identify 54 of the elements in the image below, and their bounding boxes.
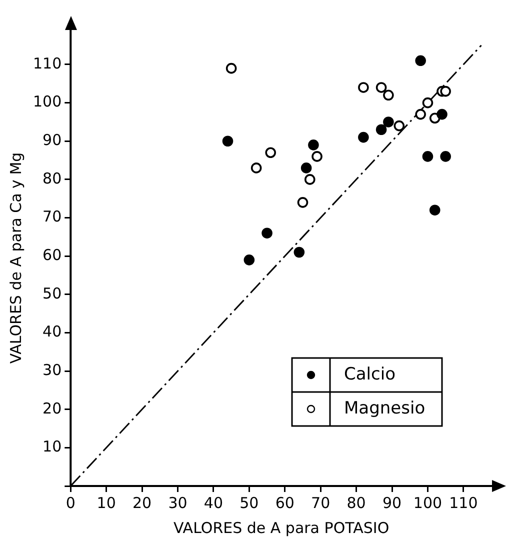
point: [262, 228, 272, 238]
point: [312, 151, 322, 162]
point: [394, 120, 405, 132]
x-tick-label: 40: [204, 494, 224, 512]
point: [304, 174, 316, 185]
x-tick-label: 110: [449, 494, 478, 512]
point: [358, 132, 369, 143]
point: [415, 108, 426, 120]
point: [300, 162, 312, 174]
legend-label: Magnesio: [344, 398, 426, 418]
point: [383, 116, 394, 128]
x-tick-label: 90: [382, 494, 402, 512]
y-tick-label: 10: [42, 438, 62, 456]
y-tick-label: 60: [42, 246, 62, 264]
x-tick-label: 30: [168, 494, 188, 512]
point: [422, 151, 434, 162]
point: [422, 97, 434, 108]
y-axis-title: VALORES de A para Ca y Mg: [6, 152, 25, 364]
y-tick-label: 50: [42, 284, 62, 302]
point: [383, 90, 394, 101]
point: [250, 162, 262, 174]
point: [222, 136, 234, 147]
point: [440, 86, 451, 97]
y-tick-label: 110: [32, 54, 62, 72]
y-tick-label: 30: [42, 360, 62, 379]
x-axis-title: VALORES de A para POTASIO: [173, 518, 390, 537]
x-tick-label: 70: [311, 494, 330, 512]
x-tick-label: 20: [132, 494, 152, 512]
legend-label: Calcio: [344, 364, 396, 384]
point: [226, 62, 237, 74]
point: [265, 147, 276, 158]
point: [297, 197, 308, 208]
x-tick-label: 10: [96, 494, 116, 512]
point: [440, 151, 451, 162]
x-tick-label: 0: [66, 494, 76, 512]
x-tick-label: 80: [346, 494, 366, 512]
point: [376, 82, 387, 93]
point: [376, 124, 387, 136]
y-tick-label: 70: [42, 208, 62, 226]
point: [436, 108, 448, 120]
point: [358, 82, 369, 93]
y-tick-label: 20: [42, 399, 62, 418]
point: [244, 254, 255, 266]
x-tick-label: 50: [240, 494, 259, 512]
x-tick-label: 100: [413, 494, 442, 512]
y-tick-label: 100: [32, 92, 62, 111]
point: [308, 140, 319, 150]
point: [294, 246, 305, 258]
y-tick-label: 90: [42, 131, 62, 150]
x-tick-label: 60: [275, 494, 294, 512]
y-tick-label: 80: [42, 169, 62, 188]
y-tick-label: 40: [42, 322, 62, 341]
point: [429, 204, 440, 216]
point: [415, 55, 426, 66]
